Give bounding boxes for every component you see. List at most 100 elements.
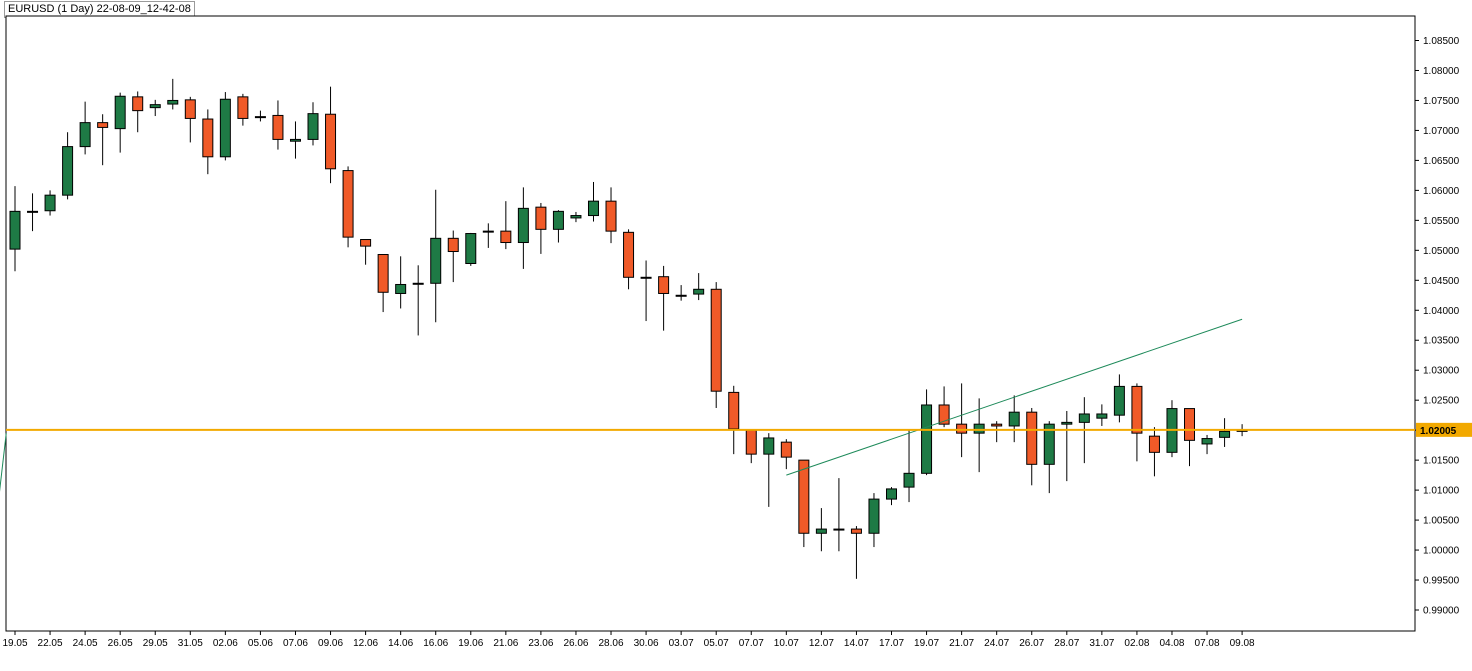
x-tick-label: 05.06	[248, 638, 273, 649]
x-tick-label: 19.07	[914, 638, 939, 649]
bull-candle-body	[395, 283, 407, 294]
x-tick-label: 09.08	[1230, 638, 1255, 649]
bear-candle-body	[991, 423, 1003, 427]
x-tick-label: 31.05	[178, 638, 203, 649]
x-tick-label: 07.08	[1195, 638, 1220, 649]
bear-candle-body	[850, 528, 862, 534]
date-axis: 19.05 22.05 24.05 26.05 29.05 31.05 02.06 05.06…	[2, 631, 1255, 649]
x-tick-label: 26.06	[563, 638, 588, 649]
x-tick-label: 14.06	[388, 638, 413, 649]
x-tick-label: 26.07	[1019, 638, 1044, 649]
bull-candle-body	[465, 233, 477, 265]
channel-upper-line	[786, 318, 1243, 476]
bear-candle-body	[184, 99, 196, 119]
x-tick-label: 12.06	[353, 638, 378, 649]
x-tick-label: 17.07	[879, 638, 904, 649]
bear-candle-body	[956, 423, 968, 434]
x-tick-label: 12.07	[809, 638, 834, 649]
bear-candle-body	[447, 237, 459, 253]
x-tick-label: 23.06	[528, 638, 553, 649]
bull-candle-body	[289, 138, 301, 142]
y-tick-label: 1.05500	[1423, 216, 1460, 227]
price-level: 1.02005	[6, 422, 1472, 437]
bull-candle-body	[1061, 421, 1073, 425]
y-tick-label: 1.08500	[1423, 36, 1460, 47]
bull-candle-body	[640, 276, 652, 279]
y-tick-label: 0.99500	[1423, 576, 1460, 587]
x-tick-label: 31.07	[1089, 638, 1114, 649]
x-tick-label: 03.07	[669, 638, 694, 649]
bear-candle-body	[710, 288, 722, 392]
bear-candle-body	[500, 230, 512, 244]
bear-candle-body	[605, 200, 617, 232]
y-tick-label: 1.00500	[1423, 516, 1460, 527]
price-axis: 1.08500 1.08000 1.07500 1.07000 1.06500 1.060…	[1415, 36, 1460, 617]
bull-candle-body	[9, 210, 21, 250]
x-tick-label: 07.06	[283, 638, 308, 649]
bear-candle-body	[535, 206, 547, 230]
bull-candle-body	[886, 488, 897, 500]
x-tick-label: 28.07	[1054, 638, 1079, 649]
bull-candle-body	[675, 294, 687, 297]
channel-lower-line	[0, 433, 7, 492]
bear-candle-body	[272, 114, 284, 140]
bear-candle-body	[325, 113, 337, 170]
x-tick-label: 07.07	[739, 638, 764, 649]
y-tick-label: 1.04500	[1423, 276, 1460, 287]
bear-candle-body	[360, 239, 372, 247]
bull-candle-body	[1096, 413, 1108, 419]
y-tick-label: 1.08000	[1423, 66, 1460, 77]
bear-candle-body	[342, 170, 354, 238]
x-tick-label: 26.05	[108, 638, 133, 649]
bull-candle-body	[815, 528, 827, 534]
x-tick-label: 21.06	[493, 638, 518, 649]
x-tick-label: 05.07	[704, 638, 729, 649]
bull-candle-body	[868, 498, 880, 534]
y-tick-label: 1.06000	[1423, 186, 1460, 197]
x-tick-label: 02.06	[213, 638, 238, 649]
x-tick-label: 24.05	[73, 638, 98, 649]
x-tick-label: 16.06	[423, 638, 448, 649]
bear-candle-body	[202, 118, 214, 158]
y-tick-label: 1.00000	[1423, 546, 1460, 557]
bull-candle-body	[1008, 411, 1020, 427]
bull-candle-body	[430, 237, 442, 284]
x-tick-label: 19.06	[458, 638, 483, 649]
y-tick-label: 1.01500	[1423, 456, 1460, 467]
y-tick-label: 1.07000	[1423, 126, 1460, 137]
y-tick-label: 1.01000	[1423, 486, 1460, 497]
x-tick-label: 19.05	[2, 638, 27, 649]
x-tick-label: 29.05	[143, 638, 168, 649]
bear-candle-body	[132, 96, 144, 112]
bull-candle-body	[1078, 413, 1090, 423]
bull-candle-body	[307, 113, 319, 140]
bull-candle-body	[693, 288, 705, 295]
bull-candle-body	[570, 215, 582, 219]
y-tick-label: 1.05000	[1423, 246, 1460, 257]
x-tick-label: 10.07	[774, 638, 799, 649]
x-tick-label: 02.08	[1124, 638, 1149, 649]
bull-candle-body	[62, 146, 74, 196]
bull-candle-body	[482, 230, 494, 233]
bear-candle-body	[97, 122, 109, 128]
bull-candle-body	[587, 200, 599, 217]
bear-candle-body	[1131, 385, 1143, 434]
bull-candle-body	[903, 472, 915, 488]
bull-candle-body	[219, 98, 231, 158]
y-tick-label: 1.07500	[1423, 96, 1460, 107]
bull-candle-body	[412, 282, 424, 285]
candles-layer	[9, 78, 1248, 579]
x-tick-label: 28.06	[599, 638, 624, 649]
bear-candle-body	[728, 391, 740, 430]
level-price-label: 1.02005	[1420, 426, 1457, 437]
bull-candle-body	[149, 104, 161, 109]
bull-candle-body	[552, 210, 564, 230]
bear-candle-body	[938, 404, 950, 425]
bull-candle-body	[921, 404, 933, 474]
plot-area	[5, 15, 1416, 632]
bear-candle-body	[237, 96, 249, 119]
bull-candle-body	[763, 437, 775, 455]
bear-candle-body	[658, 276, 670, 294]
bull-candle-body	[1043, 423, 1055, 465]
